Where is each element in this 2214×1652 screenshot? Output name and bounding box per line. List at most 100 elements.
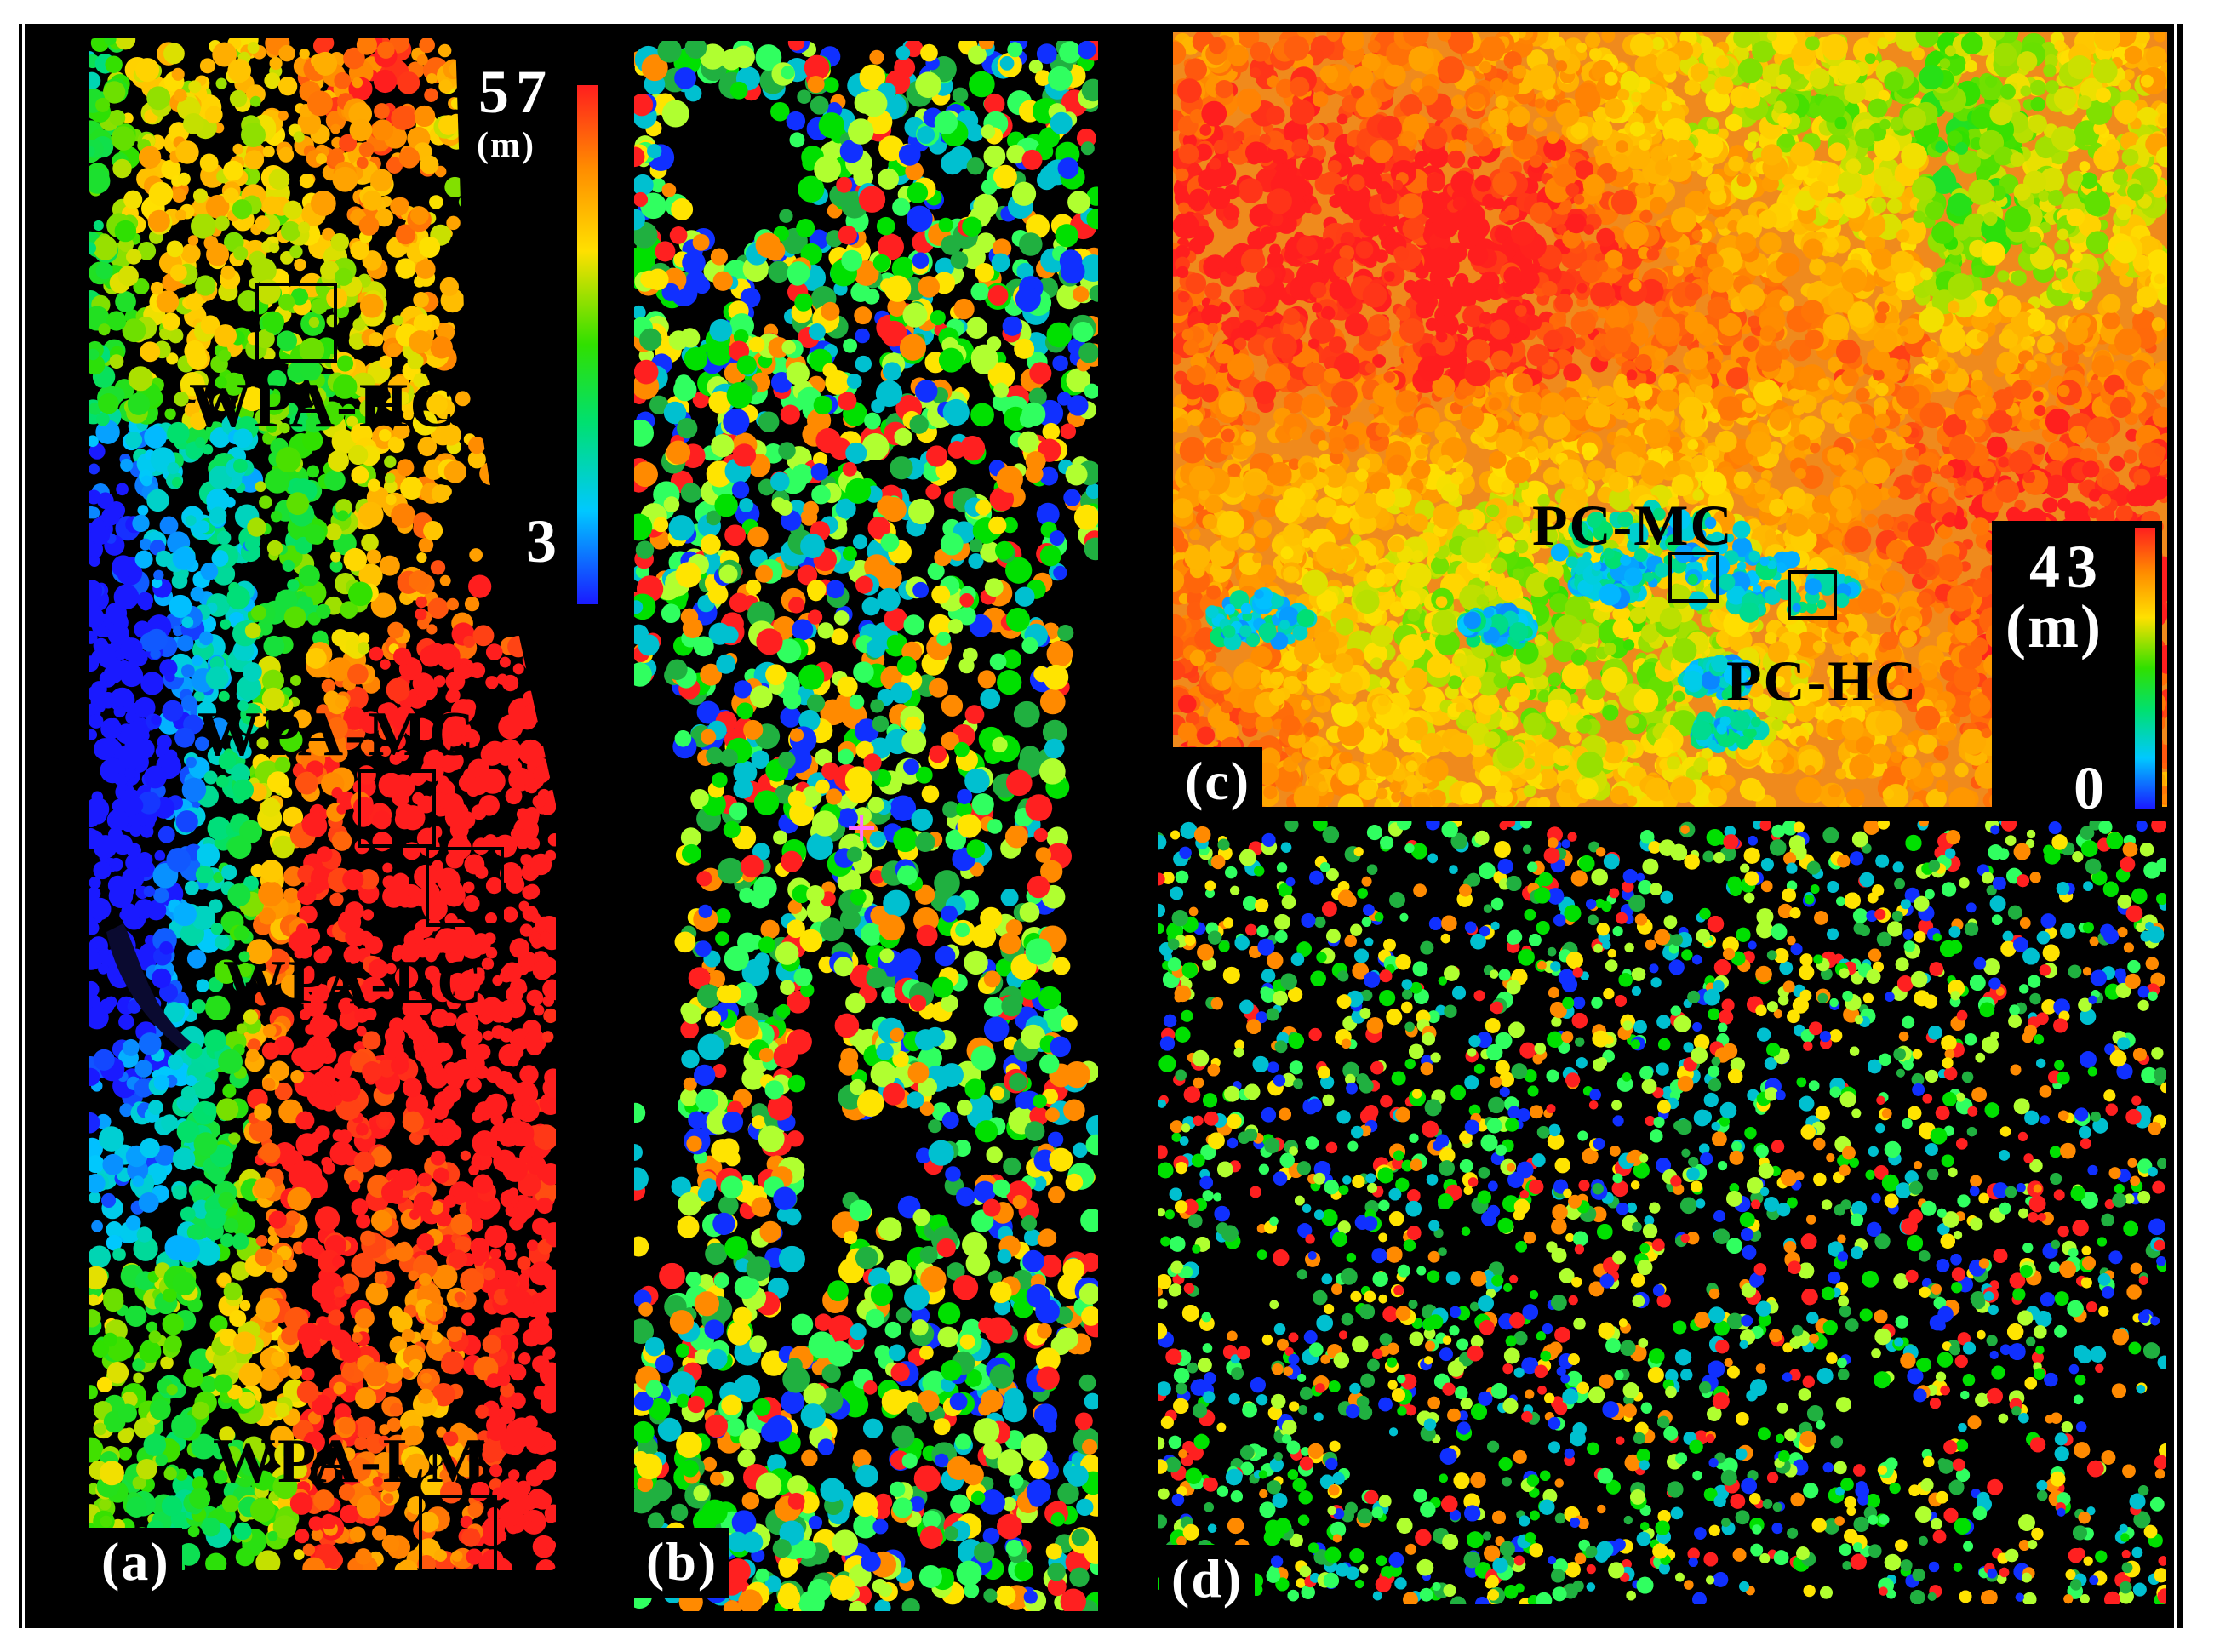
canopy-patch bbox=[445, 691, 457, 703]
canopy-patch bbox=[214, 1374, 233, 1393]
canopy-patch bbox=[89, 806, 107, 825]
canopy-patch bbox=[409, 1358, 423, 1374]
canopy-patch bbox=[100, 1192, 117, 1208]
tree-crown bbox=[806, 694, 826, 712]
tree-crown bbox=[1036, 502, 1060, 526]
canopy-patch bbox=[144, 765, 167, 789]
tree-crown bbox=[950, 251, 969, 270]
canopy-patch bbox=[274, 1082, 293, 1100]
canopy-patch bbox=[413, 291, 430, 308]
canopy-patch bbox=[89, 489, 101, 505]
canopy-patch bbox=[400, 477, 424, 500]
canopy-patch bbox=[109, 687, 135, 713]
canopy-patch bbox=[460, 1150, 471, 1161]
canopy-patch bbox=[232, 458, 248, 473]
canopy-patch bbox=[542, 1077, 556, 1099]
canopy-patch bbox=[419, 38, 435, 54]
canopy-patch bbox=[283, 806, 304, 827]
tree-crown bbox=[772, 1539, 792, 1558]
canopy-patch bbox=[89, 463, 100, 475]
tree-crown bbox=[1042, 719, 1067, 745]
canopy-patch bbox=[215, 215, 230, 232]
tree-crown bbox=[1029, 1106, 1049, 1126]
canopy-patch bbox=[121, 1392, 138, 1409]
canopy-patch bbox=[134, 550, 153, 569]
tree-crown bbox=[677, 1215, 700, 1238]
canopy-patch bbox=[98, 946, 110, 957]
canopy-patch bbox=[202, 443, 214, 455]
tree-crown bbox=[649, 395, 669, 414]
canopy-patch bbox=[164, 672, 175, 683]
tree-crown bbox=[708, 391, 732, 414]
tree-crown bbox=[1023, 1590, 1038, 1604]
tree-crown bbox=[983, 970, 1001, 988]
canopy-patch bbox=[212, 563, 236, 586]
canopy-patch bbox=[133, 1236, 158, 1261]
canopy-patch bbox=[132, 1358, 146, 1372]
canopy-patch bbox=[117, 1428, 134, 1443]
canopy-patch bbox=[434, 1549, 448, 1562]
tree-crown bbox=[712, 1063, 727, 1078]
tree-crown bbox=[674, 729, 692, 747]
tree-crown bbox=[983, 997, 1004, 1017]
canopy-patch bbox=[321, 678, 336, 694]
tree-crown bbox=[669, 226, 688, 244]
canopy-patch bbox=[209, 506, 227, 524]
tree-crown bbox=[1002, 1496, 1016, 1512]
canopy-patch bbox=[262, 1078, 276, 1091]
canopy-patch bbox=[162, 1313, 184, 1335]
tree-crown bbox=[758, 411, 780, 432]
canopy-patch bbox=[247, 41, 260, 54]
canopy-patch bbox=[296, 1380, 319, 1403]
tree-crown bbox=[995, 958, 1014, 977]
canopy-patch bbox=[198, 631, 214, 646]
canopy-patch bbox=[151, 714, 162, 726]
canopy-patch bbox=[434, 806, 446, 817]
canopy-patch bbox=[299, 337, 325, 363]
tree-crown bbox=[1067, 395, 1089, 416]
canopy-patch bbox=[380, 1472, 401, 1492]
canopy-patch bbox=[340, 1504, 359, 1523]
canopy-patch bbox=[112, 973, 123, 985]
canopy-patch bbox=[177, 635, 194, 652]
canopy-patch bbox=[432, 1264, 458, 1289]
canopy-patch bbox=[117, 660, 132, 676]
canopy-patch bbox=[358, 501, 384, 528]
tree-crown bbox=[1073, 321, 1094, 343]
canopy-patch bbox=[358, 215, 380, 236]
tree-crown bbox=[819, 917, 844, 942]
tree-crown bbox=[655, 241, 676, 262]
canopy-patch bbox=[278, 146, 295, 163]
tree-crown bbox=[970, 862, 984, 877]
canopy-patch bbox=[397, 71, 420, 94]
canopy-patch bbox=[351, 1198, 369, 1216]
canopy-patch bbox=[442, 883, 466, 907]
canopy-patch bbox=[395, 258, 416, 279]
canopy-patch bbox=[283, 200, 303, 220]
canopy-patch bbox=[99, 1498, 112, 1511]
canopy-patch bbox=[451, 1550, 463, 1562]
canopy-patch bbox=[345, 926, 366, 947]
tree-crown bbox=[701, 729, 717, 745]
tree-crown bbox=[906, 205, 933, 232]
tree-crown bbox=[767, 1095, 793, 1121]
tree-crown bbox=[925, 483, 941, 500]
tree-crown bbox=[634, 1102, 646, 1123]
canopy-patch bbox=[424, 88, 438, 102]
canopy-patch bbox=[106, 311, 127, 331]
tree-crown bbox=[797, 564, 818, 586]
canopy-patch bbox=[233, 925, 249, 941]
canopy-patch bbox=[263, 635, 285, 657]
canopy-patch bbox=[482, 1267, 495, 1281]
canopy-patch bbox=[415, 259, 436, 279]
canopy-patch bbox=[147, 209, 170, 232]
canopy-patch bbox=[378, 724, 394, 740]
canopy-patch bbox=[370, 592, 396, 618]
canopy-patch bbox=[255, 1235, 268, 1247]
canopy-patch bbox=[233, 428, 253, 449]
canopy-patch bbox=[283, 887, 300, 904]
canopy-patch bbox=[203, 1029, 226, 1052]
tree-crown bbox=[1057, 1482, 1079, 1505]
canopy-patch bbox=[539, 1362, 556, 1387]
canopy-patch bbox=[89, 580, 103, 602]
